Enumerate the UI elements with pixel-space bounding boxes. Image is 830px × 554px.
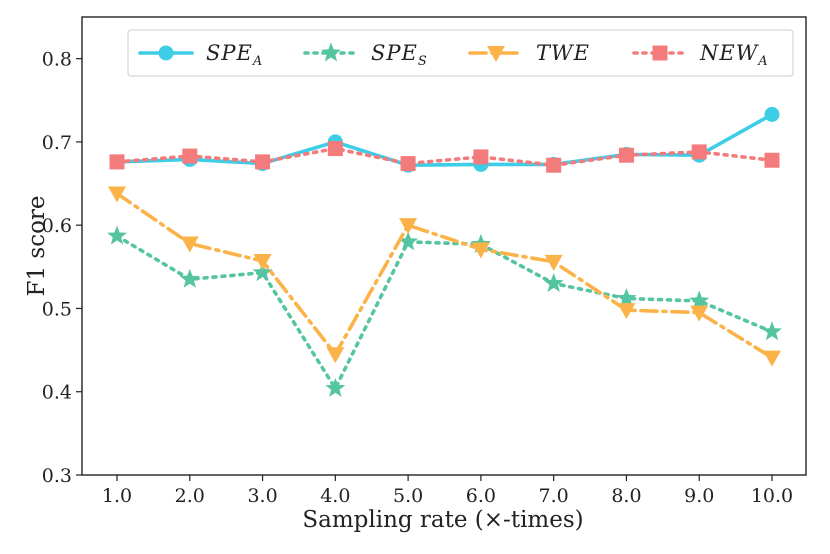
legend-label: NEWA bbox=[699, 41, 769, 69]
legend: SPEA SPES TWE NEWA bbox=[127, 29, 794, 77]
data-point bbox=[255, 154, 271, 170]
data-point bbox=[182, 148, 198, 164]
x-tick-label: 4.0 bbox=[320, 485, 350, 507]
legend-box bbox=[127, 29, 794, 77]
y-axis-label: F1 score bbox=[24, 195, 50, 296]
data-point bbox=[327, 141, 343, 157]
data-point bbox=[689, 290, 710, 310]
x-tick-label: 6.0 bbox=[466, 485, 496, 507]
legend-subscript: A bbox=[757, 54, 768, 69]
legend-marker bbox=[487, 46, 505, 62]
x-tick-label: 7.0 bbox=[539, 485, 569, 507]
plot-frame bbox=[81, 16, 807, 476]
legend-entry: NEWA bbox=[632, 41, 769, 69]
y-tick-label: 0.7 bbox=[42, 132, 72, 154]
legend-entry: TWE bbox=[468, 41, 590, 65]
series-line bbox=[115, 146, 774, 168]
data-point bbox=[764, 152, 780, 168]
data-point bbox=[252, 262, 273, 282]
data-point bbox=[473, 149, 489, 165]
series-spe-a bbox=[109, 106, 780, 173]
data-point bbox=[764, 106, 780, 122]
data-point bbox=[690, 305, 709, 322]
legend-marker bbox=[321, 42, 341, 62]
data-point bbox=[618, 147, 634, 163]
y-tick-label: 0.8 bbox=[42, 49, 72, 71]
legend-label: SPES bbox=[371, 41, 428, 69]
data-point bbox=[107, 225, 127, 245]
series-layer bbox=[107, 106, 782, 397]
legend-entry: SPES bbox=[303, 41, 428, 69]
data-point bbox=[763, 350, 781, 367]
y-tick-label: 0.5 bbox=[42, 298, 72, 320]
series-twe bbox=[108, 186, 781, 367]
x-tick-label: 5.0 bbox=[393, 485, 423, 507]
data-point bbox=[179, 268, 200, 288]
data-point bbox=[398, 231, 419, 251]
legend-marker bbox=[158, 45, 174, 61]
data-point bbox=[544, 254, 563, 271]
data-point bbox=[546, 157, 562, 173]
data-point bbox=[616, 287, 637, 307]
data-point bbox=[325, 377, 346, 397]
series-line bbox=[115, 191, 774, 360]
data-point bbox=[762, 321, 782, 341]
data-point bbox=[180, 236, 199, 253]
legend-marker bbox=[652, 45, 668, 61]
series-line bbox=[115, 234, 774, 391]
series-new-a bbox=[109, 141, 780, 173]
data-point bbox=[253, 253, 272, 270]
data-point bbox=[617, 303, 636, 320]
data-point bbox=[543, 272, 564, 292]
data-point bbox=[400, 156, 416, 172]
data-point bbox=[399, 218, 418, 235]
data-point bbox=[109, 154, 125, 170]
x-axis-label: Sampling rate (×-times) bbox=[302, 507, 583, 533]
y-tick-label: 0.3 bbox=[42, 465, 72, 487]
legend-subscript: S bbox=[418, 54, 428, 69]
legend-subscript: A bbox=[252, 54, 263, 69]
x-tick-label: 10.0 bbox=[751, 485, 793, 507]
data-point bbox=[326, 347, 345, 364]
legend-label: TWE bbox=[536, 41, 590, 65]
y-tick-label: 0.6 bbox=[42, 215, 72, 237]
data-point bbox=[471, 242, 490, 259]
y-tick-label: 0.4 bbox=[42, 382, 72, 404]
x-tick-label: 2.0 bbox=[175, 485, 205, 507]
x-tick-label: 9.0 bbox=[684, 485, 714, 507]
x-tick-label: 1.0 bbox=[102, 485, 132, 507]
axes: 1.0 2.0 3.0 4.0 5.0 6.0 7.0 8.0 9.0 10.0 0.3 0.4 0.5… bbox=[42, 16, 807, 507]
data-point bbox=[691, 144, 707, 160]
data-point bbox=[108, 186, 126, 203]
x-tick-label: 8.0 bbox=[611, 485, 641, 507]
x-tick-label: 3.0 bbox=[247, 485, 277, 507]
